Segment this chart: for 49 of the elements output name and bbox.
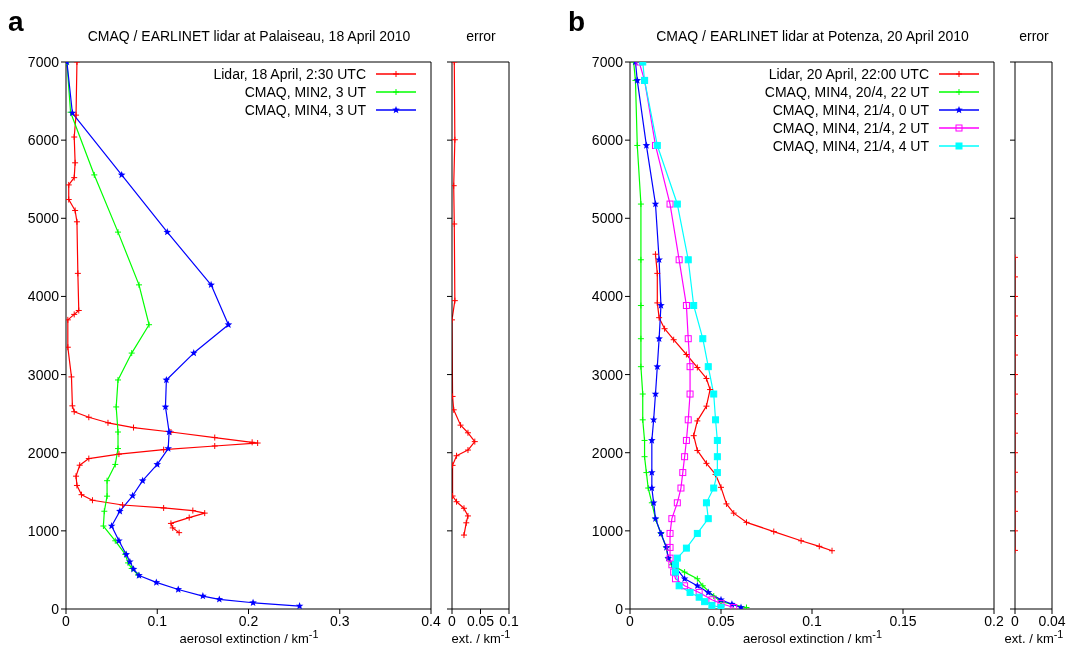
legend-label: CMAQ, MIN4, 21/4, 4 UT (772, 137, 929, 155)
legend-label: CMAQ, MIN4, 21/4, 0 UT (772, 101, 929, 119)
y-tick-label: 2000 (591, 444, 624, 461)
y-tick-label: 4000 (591, 288, 624, 305)
legend-label: Lidar, 20 April, 22:00 UTC (768, 65, 929, 83)
x-tick-label: 0.4 (421, 612, 441, 629)
y-tick-label: 5000 (27, 210, 60, 227)
y-tick-label: 1000 (591, 522, 624, 539)
y-tick-label: 0 (51, 600, 60, 617)
x-tick-label: 0.2 (238, 612, 259, 629)
x-tick-label: 0 (448, 612, 457, 629)
y-tick-label: 7000 (27, 53, 60, 70)
y-tick-label: 7000 (591, 53, 624, 70)
y-tick-label: 1000 (27, 522, 60, 539)
y-tick-label: 3000 (27, 366, 60, 383)
x-tick-label: 0 (62, 612, 71, 629)
y-tick-label: 2000 (27, 444, 60, 461)
y-tick-label: 6000 (591, 132, 624, 149)
y-tick-label: 4000 (27, 288, 60, 305)
x-tick-label: 0 (626, 612, 635, 629)
text: b (568, 6, 586, 38)
y-tick-label: 3000 (591, 366, 624, 383)
x-axis-title: aerosol extinction / km$^{-1}$ (179, 628, 319, 647)
x-tick-label: 0.3 (330, 612, 350, 629)
y-tick-label: 5000 (591, 210, 624, 227)
chart-title: CMAQ / EARLINET lidar at Potenza, 20 April 2010 (656, 28, 969, 44)
x-tick-label: 0.1 (499, 612, 519, 629)
y-tick-label: 6000 (27, 132, 60, 149)
text: a (8, 6, 24, 38)
chart-title: error (465, 28, 497, 44)
legend-label: CMAQ, MIN4, 3 UT (244, 101, 366, 119)
legend-label: CMAQ, MIN4, 20/4, 22 UT (764, 83, 929, 101)
x-axis-title: aerosol extinction / km$^{-1}$ (743, 628, 882, 647)
chart-title: CMAQ / EARLINET lidar at Palaiseau, 18 April 2010 (87, 28, 411, 44)
y-tick-label: 0 (615, 600, 624, 617)
legend-label: Lidar, 18 April, 2:30 UTC (213, 65, 366, 83)
x-tick-label: 0.1 (147, 612, 168, 629)
x-tick-label: 0.1 (802, 612, 822, 629)
legend-label: CMAQ, MIN4, 21/4, 2 UT (772, 119, 929, 137)
x-tick-label: 0.2 (984, 612, 1004, 629)
x-tick-label: 0.15 (889, 612, 917, 629)
x-tick-label: 0.05 (707, 612, 735, 629)
x-tick-label: 0 (1011, 612, 1020, 629)
legend-label: CMAQ, MIN2, 3 UT (244, 83, 366, 101)
chart-title: error (1018, 28, 1050, 44)
x-tick-label: 0.05 (466, 612, 495, 629)
x-axis-title: ext. / km$^{-1}$ (451, 628, 511, 647)
x-axis-title: ext. / km$^{-1}$ (1004, 628, 1064, 647)
x-tick-label: 0.04 (1038, 612, 1066, 629)
